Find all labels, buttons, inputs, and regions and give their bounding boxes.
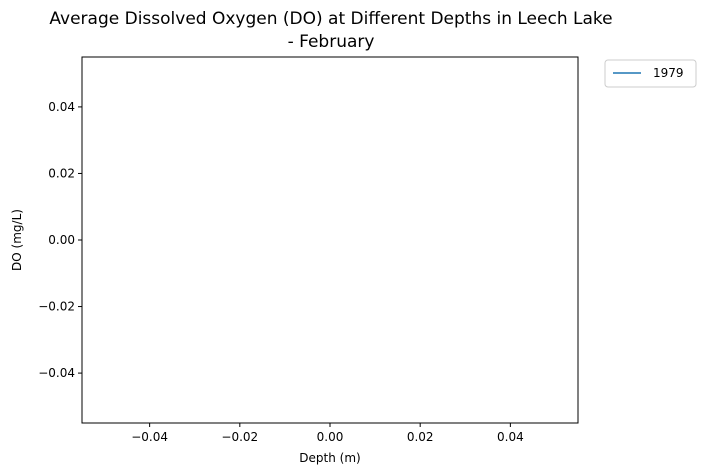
x-tick-label: 0.00 xyxy=(317,430,344,444)
x-tick-label: 0.02 xyxy=(407,430,434,444)
plot-frame xyxy=(81,56,579,424)
x-tick-label: 0.04 xyxy=(497,430,524,444)
y-tick-label: 0.04 xyxy=(48,100,75,114)
plot-area: −0.04 −0.02 0.00 0.02 0.04 0.04 0.02 0.00 −0.02… xyxy=(38,56,579,444)
y-axis-ticks: 0.04 0.02 0.00 −0.02 −0.04 xyxy=(38,100,82,380)
x-tick-label: −0.04 xyxy=(131,430,168,444)
y-tick-label: 0.00 xyxy=(48,233,75,247)
y-axis-label: DO (mg/L) xyxy=(10,209,24,271)
legend-items: 1979 xyxy=(613,66,684,80)
x-axis-label: Depth (m) xyxy=(299,451,360,465)
legend-label: 1979 xyxy=(653,66,684,80)
x-tick-label: −0.02 xyxy=(221,430,258,444)
chart-title-line-2: - February xyxy=(288,32,375,52)
chart-title-line-1: Average Dissolved Oxygen (DO) at Differe… xyxy=(49,9,612,29)
y-tick-label: −0.04 xyxy=(38,366,75,380)
legend-frame xyxy=(604,59,697,88)
y-tick-label: 0.02 xyxy=(48,166,75,180)
y-tick-label: −0.02 xyxy=(38,300,75,314)
x-axis-ticks: −0.04 −0.02 0.00 0.02 0.04 xyxy=(131,423,524,444)
legend: 1979 xyxy=(604,59,697,88)
